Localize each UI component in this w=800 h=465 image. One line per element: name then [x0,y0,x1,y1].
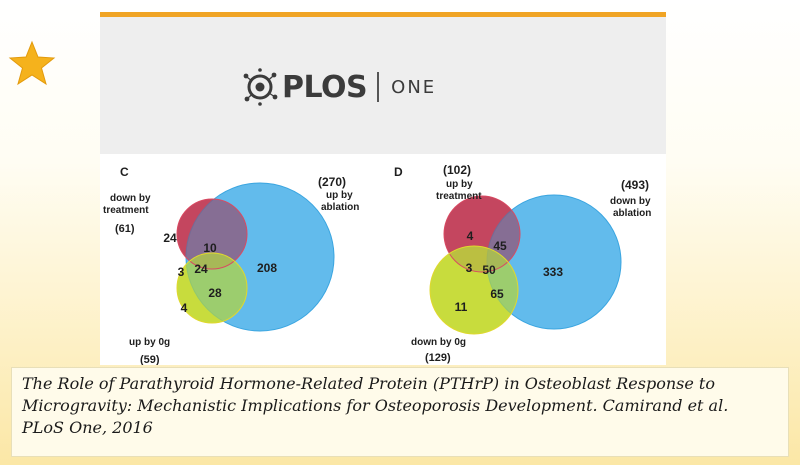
venn-d-value-yellow-only: 11 [455,300,468,314]
venn-d-label-down-ablation-1: down by [610,196,651,207]
venn-c-value-blue-only: 208 [257,261,277,275]
venn-c-yellow-outline [176,252,248,324]
logo-sub-text: ONE [391,76,437,98]
journal-header: PLOS ONE [100,17,666,154]
venn-c-value-yellow-only: 4 [181,301,188,315]
venn-c-label-up-0g-count: (59) [140,354,160,365]
star-icon [8,40,56,86]
citation-caption: The Role of Parathyroid Hormone-Related … [11,367,789,457]
plos-logo-icon [243,68,278,106]
venn-d-yellow-overlap [430,246,518,334]
venn-d-value-yellow-blue: 65 [490,287,504,301]
venn-c-value-red-blue: 10 [203,241,217,255]
venn-d-label-down-0g: down by 0g [411,337,466,348]
venn-d-value-center: 50 [482,263,496,277]
venn-diagrams: C 24 10 208 3 24 4 28 down by treatment … [103,163,651,365]
panel-d-letter: D [394,165,403,179]
venn-c-label-down-treatment-count: (61) [115,223,135,235]
venn-c-label-down-treatment-2: treatment [103,205,149,216]
venn-c-value-red-yellow: 3 [178,265,185,279]
venn-c-label-up-ablation-count: (270) [318,175,346,189]
venn-d-label-up-treatment-1: up by [446,179,473,190]
venn-d-label-down-0g-count: (129) [425,352,451,364]
venn-d-value-red-yellow: 3 [466,261,473,275]
logo-brand-text: PLOS [282,69,368,105]
venn-d-label-up-treatment-count: (102) [443,163,471,177]
venn-d-label-up-treatment-2: treatment [436,191,482,202]
venn-panel-c: C 24 10 208 3 24 4 28 down by treatment … [103,165,359,365]
venn-d-value-red-blue: 45 [493,239,507,253]
venn-c-value-red-only: 24 [163,231,177,245]
venn-c-value-center: 24 [194,262,208,276]
accent-bar [100,12,666,17]
venn-c-label-up-ablation-2: ablation [321,202,359,213]
venn-c-label-down-treatment-1: down by [110,193,151,204]
venn-c-red-outline [176,198,248,270]
venn-panel-d: D 4 45 333 3 50 11 65 (102) up by treatm… [394,163,651,364]
venn-c-label-up-0g: up by 0g [129,337,170,348]
venn-d-red-outline [443,195,521,273]
caption-line-2: Microgravity: Mechanistic Implications f… [22,396,729,415]
venn-c-red-overlap [177,199,247,269]
venn-c-label-up-ablation-1: up by [326,190,353,201]
venn-c-value-yellow-blue: 28 [208,286,222,300]
plos-one-logo: PLOS ONE [240,67,436,107]
panel-c-letter: C [120,165,129,179]
logo-divider [377,72,380,102]
caption-line-3: PLoS One, 2016 [22,418,153,437]
venn-d-value-blue-only: 333 [543,265,563,279]
caption-line-1: The Role of Parathyroid Hormone-Related … [22,374,715,393]
venn-c-yellow-overlap [177,253,247,323]
venn-d-label-down-ablation-2: ablation [613,208,651,219]
figure-slide: PLOS ONE C 24 10 208 3 24 4 28 down by t… [100,12,666,365]
venn-d-value-red-only: 4 [467,229,474,243]
venn-d-yellow-outline [429,245,519,335]
venn-d-label-down-ablation-count: (493) [621,178,649,192]
